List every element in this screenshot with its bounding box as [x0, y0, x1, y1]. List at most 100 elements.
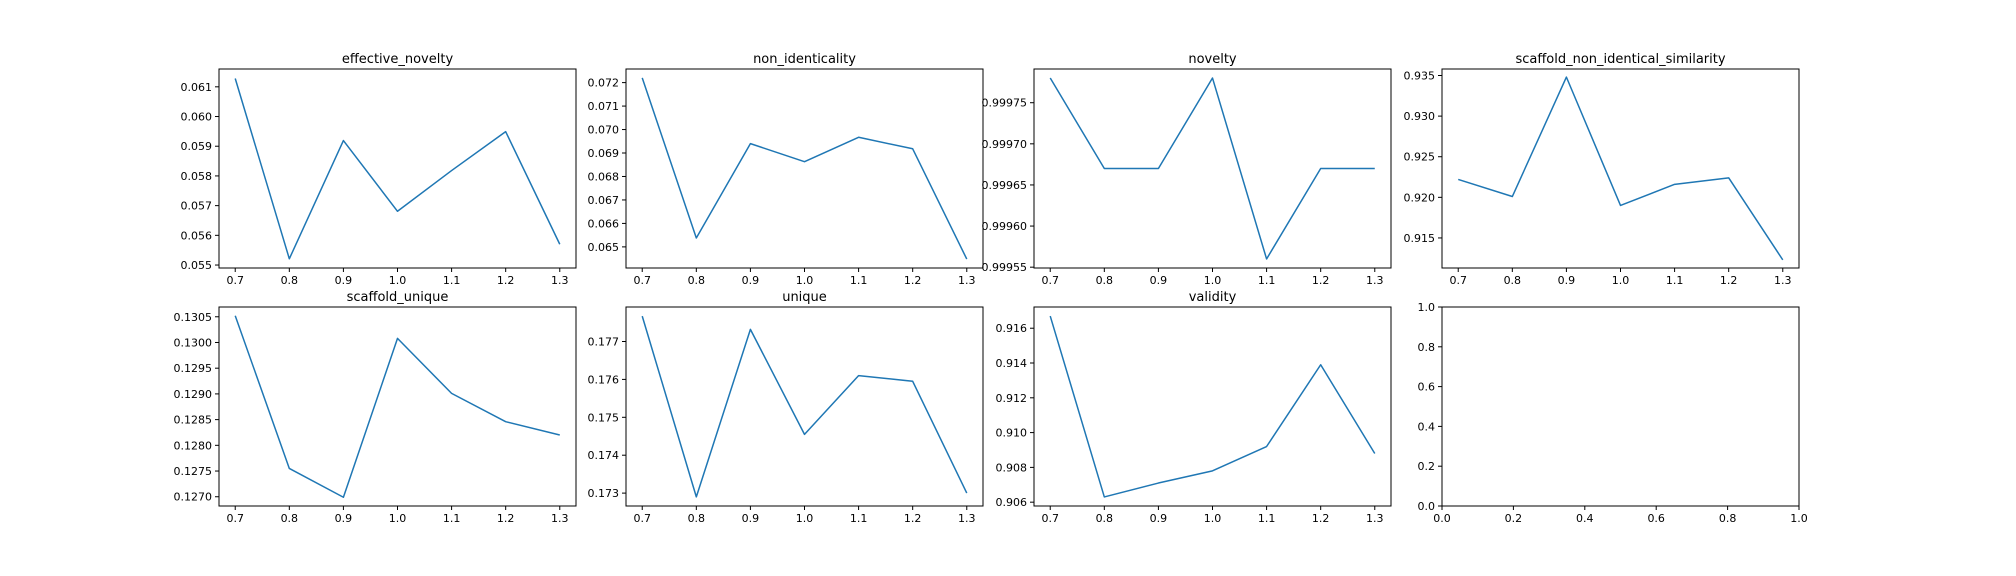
series-line — [641, 77, 968, 260]
series-line — [234, 78, 561, 260]
y-tick-label: 0.916 — [996, 322, 1028, 335]
subplot-scaffold_non_identical_similarity: scaffold_non_identical_similarity 0.7 0.8 0… — [1404, 52, 1800, 287]
axes-frame — [218, 68, 577, 269]
y-tick-label: 0.925 — [1404, 151, 1436, 164]
y-tick-label: 0.2 — [1418, 460, 1436, 473]
y-tick-label: 0.060 — [181, 111, 213, 124]
x-tick-label: 1.2 — [1720, 274, 1738, 287]
series-line — [641, 315, 968, 498]
x-tick-label: 0.9 — [1558, 274, 1576, 287]
subplot-title: validity — [1189, 290, 1237, 305]
x-tick-label: 0.7 — [1449, 274, 1467, 287]
x-tick-label: 1.1 — [1666, 274, 1684, 287]
y-tick-label: 0.1305 — [174, 311, 213, 324]
y-tick-label: 0.912 — [996, 392, 1028, 405]
x-tick-label: 1.0 — [1204, 512, 1222, 525]
axes-frame — [218, 306, 577, 507]
y-tick-label: 0.1275 — [174, 465, 213, 478]
y-tick-label: 0.914 — [996, 357, 1028, 370]
y-tick-label: 0.930 — [1404, 110, 1436, 123]
x-tick-label: 1.1 — [1258, 274, 1276, 287]
x-tick-label: 0.8 — [1096, 512, 1114, 525]
subplot-title: effective_novelty — [342, 52, 454, 67]
x-tick-label: 0.9 — [335, 274, 353, 287]
x-tick-label: 1.3 — [1366, 274, 1384, 287]
subplot-title: scaffold_non_identical_similarity — [1515, 52, 1725, 67]
x-tick-label: 0.7 — [1041, 512, 1059, 525]
y-tick-label: 0.910 — [996, 427, 1028, 440]
y-tick-label: 0.920 — [1404, 191, 1436, 204]
x-tick-label: 1.0 — [1790, 512, 1808, 525]
x-tick-label: 0.9 — [1150, 274, 1168, 287]
x-tick-label: 0.8 — [1096, 274, 1114, 287]
x-tick-label: 0.9 — [1150, 512, 1168, 525]
x-tick-label: 1.1 — [850, 512, 868, 525]
x-tick-label: 1.1 — [443, 512, 461, 525]
x-tick-label: 0.0 — [1433, 512, 1451, 525]
x-tick-label: 0.9 — [742, 512, 760, 525]
x-tick-label: 0.9 — [335, 512, 353, 525]
subplot-title: unique — [782, 290, 827, 305]
y-tick-label: 0.071 — [588, 100, 620, 113]
x-tick-label: 1.3 — [958, 274, 976, 287]
y-tick-label: 0.1285 — [174, 414, 213, 427]
y-tick-label: 0.056 — [181, 229, 213, 242]
subplot-unique: unique 0.7 0.8 0.9 1.0 1.1 1.2 1.3 0.173 0.174 0.1… — [588, 290, 984, 525]
axes-frame — [1441, 306, 1800, 507]
x-tick-label: 1.3 — [551, 512, 569, 525]
x-tick-label: 1.2 — [497, 512, 515, 525]
y-tick-label: 0.99975 — [982, 97, 1028, 110]
y-tick-label: 0.4 — [1418, 420, 1436, 433]
y-tick-label: 0.915 — [1404, 232, 1436, 245]
x-tick-label: 0.7 — [1041, 274, 1059, 287]
subplot-novelty: novelty 0.7 0.8 0.9 1.0 1.1 1.2 1.3 0.99955 0.999… — [982, 52, 1392, 287]
x-tick-label: 0.4 — [1576, 512, 1594, 525]
y-tick-label: 0.99960 — [982, 220, 1028, 233]
subplot-title: novelty — [1188, 52, 1237, 67]
axes-frame — [625, 306, 984, 507]
x-tick-label: 0.8 — [688, 274, 706, 287]
y-tick-label: 0.058 — [181, 170, 213, 183]
subplot-validity: validity 0.7 0.8 0.9 1.0 1.1 1.2 1.3 0.906 0.908 0… — [996, 290, 1392, 525]
x-tick-label: 0.7 — [633, 274, 651, 287]
y-tick-label: 0.173 — [588, 487, 620, 500]
y-tick-label: 0.176 — [588, 373, 620, 386]
x-tick-label: 1.3 — [1366, 512, 1384, 525]
y-tick-label: 0.1290 — [174, 388, 213, 401]
y-tick-label: 0.1280 — [174, 439, 213, 452]
y-tick-label: 0.8 — [1418, 341, 1436, 354]
x-tick-label: 1.0 — [796, 274, 814, 287]
x-tick-label: 1.2 — [904, 274, 922, 287]
y-tick-label: 0.068 — [588, 170, 620, 183]
subplot-scaffold_unique: scaffold_unique 0.7 0.8 0.9 1.0 1.1 1.2 1.3 0.12… — [174, 290, 577, 525]
x-tick-label: 0.8 — [1719, 512, 1737, 525]
subplot-effective_novelty: effective_novelty 0.7 0.8 0.9 1.0 1.1 1.2 1.3 0.… — [181, 52, 577, 287]
subplot-empty: 0.0 0.2 0.4 0.6 0.8 1.0 0.0 0.2 0.4 0.6 0.8 1.0 — [1418, 301, 1808, 525]
x-tick-label: 0.7 — [633, 512, 651, 525]
x-tick-label: 0.8 — [688, 512, 706, 525]
y-tick-label: 0.061 — [181, 81, 213, 94]
y-tick-label: 0.1295 — [174, 362, 213, 375]
x-tick-label: 1.2 — [904, 512, 922, 525]
x-tick-label: 1.3 — [958, 512, 976, 525]
x-tick-label: 0.8 — [281, 274, 299, 287]
x-tick-label: 1.1 — [443, 274, 461, 287]
x-tick-label: 0.8 — [281, 512, 299, 525]
x-tick-label: 0.2 — [1505, 512, 1523, 525]
x-tick-label: 1.2 — [1312, 274, 1330, 287]
x-tick-label: 1.0 — [796, 512, 814, 525]
series-line — [234, 315, 560, 499]
axes-frame — [625, 68, 984, 269]
subplot-non_identicality: non_identicality 0.7 0.8 0.9 1.0 1.1 1.2 1.3 0.0… — [588, 52, 984, 287]
x-tick-label: 0.7 — [226, 512, 244, 525]
series-line — [1049, 315, 1376, 498]
y-tick-label: 0.069 — [588, 147, 620, 160]
x-tick-label: 1.2 — [497, 274, 515, 287]
y-tick-label: 0.055 — [181, 259, 213, 272]
x-tick-label: 1.0 — [389, 274, 407, 287]
y-tick-label: 0.059 — [181, 140, 213, 153]
x-tick-label: 1.0 — [389, 512, 407, 525]
y-tick-label: 0.065 — [588, 241, 620, 254]
x-tick-label: 1.2 — [1312, 512, 1330, 525]
